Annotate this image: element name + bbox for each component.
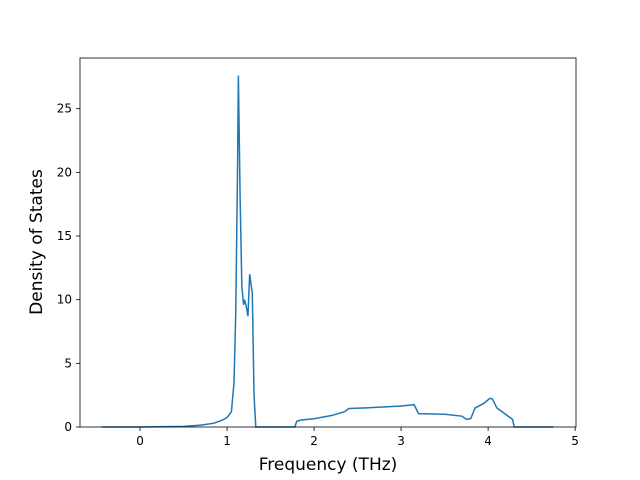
y-tick-label: 5 bbox=[64, 356, 72, 370]
plot-frame bbox=[79, 57, 577, 428]
x-axis-label: Frequency (THz) bbox=[259, 455, 398, 475]
y-tick-label: 15 bbox=[57, 229, 72, 243]
y-tick-label: 25 bbox=[57, 102, 72, 116]
x-tick-label: 5 bbox=[571, 434, 579, 448]
x-tick-label: 3 bbox=[397, 434, 405, 448]
y-tick-label: 0 bbox=[64, 420, 72, 434]
y-axis-label: Density of States bbox=[27, 169, 47, 315]
y-tick-label: 10 bbox=[57, 293, 72, 307]
x-tick-label: 4 bbox=[484, 434, 492, 448]
x-tick-label: 2 bbox=[310, 434, 318, 448]
x-tick-label: 1 bbox=[223, 434, 231, 448]
x-tick-label: 0 bbox=[136, 434, 144, 448]
line bbox=[101, 75, 554, 428]
y-tick-label: 20 bbox=[57, 165, 72, 179]
